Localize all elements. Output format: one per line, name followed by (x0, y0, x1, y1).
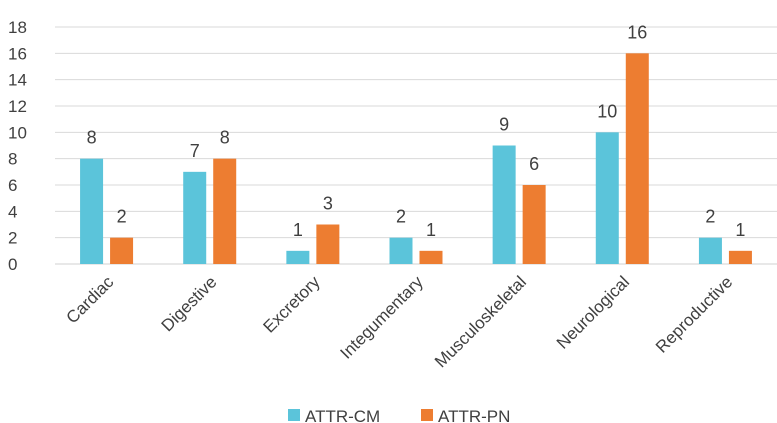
legend: ATTR-CM ATTR-PN (288, 407, 510, 423)
bar-attr-pn-reproductive (728, 250, 752, 264)
data-label: 1 (293, 220, 303, 240)
y-tick-label: 12 (8, 97, 27, 116)
data-label: 3 (323, 194, 333, 214)
legend-label: ATTR-CM (305, 407, 380, 423)
category-labels: Cardiac Digestive Excretory Integumentary Mu… (63, 272, 737, 371)
y-tick-label: 10 (8, 123, 27, 142)
bar-attr-cm-integumentary (389, 237, 413, 264)
y-tick-label: 0 (8, 255, 17, 274)
bar-attr-pn-neurological (625, 53, 649, 265)
bar-attr-cm-cardiac (80, 158, 104, 264)
bar-attr-cm-reproductive (698, 237, 722, 264)
category-label: Digestive (158, 272, 221, 335)
data-label: 8 (220, 128, 230, 148)
category-label: Cardiac (63, 272, 118, 327)
gridlines (55, 26, 777, 239)
bar-attr-pn-musculoskeletal (522, 185, 546, 264)
y-axis-ticks: 0 2 4 6 8 10 12 14 16 18 (8, 18, 27, 274)
bar-attr-cm-musculoskeletal (492, 145, 516, 264)
data-label: 7 (190, 141, 200, 161)
category-label: Musculoskeletal (431, 272, 530, 371)
bar-attr-cm-neurological (595, 132, 619, 264)
data-label: 1 (426, 220, 436, 240)
y-tick-label: 8 (8, 150, 17, 169)
data-label: 8 (87, 128, 97, 148)
data-label: 1 (735, 220, 745, 240)
data-label: 2 (705, 207, 715, 227)
data-label: 10 (597, 101, 617, 121)
bar-attr-pn-digestive (213, 158, 237, 264)
y-tick-label: 18 (8, 18, 27, 37)
category-label: Integumentary (337, 272, 428, 363)
y-tick-label: 6 (8, 176, 17, 195)
bar-attr-cm-excretory (286, 250, 310, 264)
data-label: 16 (627, 22, 647, 42)
bars (80, 53, 752, 265)
data-label: 9 (499, 115, 509, 135)
legend-swatch (288, 409, 300, 421)
legend-swatch (421, 409, 433, 421)
bar-attr-cm-digestive (183, 171, 207, 264)
data-label: 2 (117, 207, 127, 227)
legend-label: ATTR-PN (438, 407, 510, 423)
bar-attr-pn-integumentary (419, 250, 443, 264)
category-label: Neurological (553, 272, 633, 352)
y-tick-label: 2 (8, 229, 17, 248)
data-label: 2 (396, 207, 406, 227)
data-label: 6 (529, 154, 539, 174)
y-tick-label: 4 (8, 202, 17, 221)
y-tick-label: 16 (8, 44, 27, 63)
category-label: Reproductive (652, 272, 736, 356)
bar-attr-pn-excretory (316, 224, 340, 264)
bar-attr-pn-cardiac (110, 237, 134, 264)
y-tick-label: 14 (8, 71, 27, 90)
category-label: Excretory (259, 272, 324, 337)
